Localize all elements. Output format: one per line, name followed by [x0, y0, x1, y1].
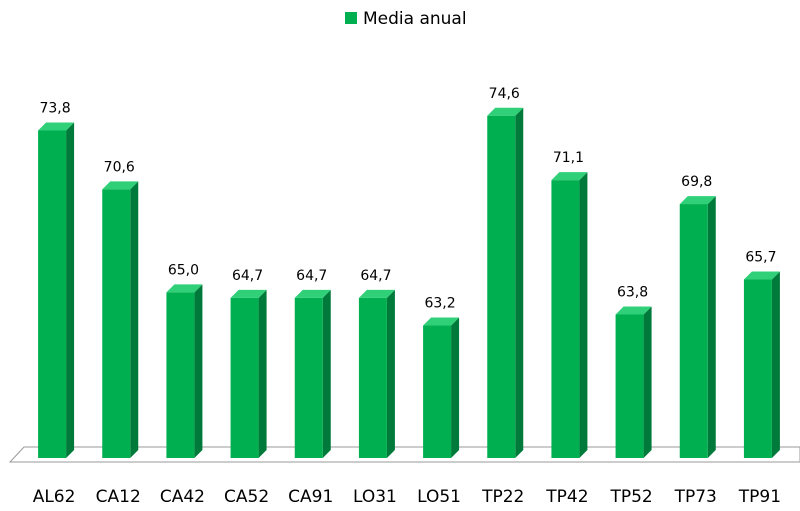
bar-side [643, 306, 652, 458]
bar-side [258, 289, 267, 458]
x-tick-label: TP42 [545, 487, 588, 507]
bar-side [322, 289, 331, 458]
bar-top [615, 306, 652, 315]
data-label: 64,7 [232, 268, 263, 284]
x-tick-label: CA52 [224, 487, 269, 507]
data-label: 71,1 [553, 150, 584, 166]
bar [294, 297, 323, 458]
chart-floor [8, 446, 800, 463]
bar [679, 204, 708, 458]
bar [358, 297, 387, 458]
bar-top [679, 196, 716, 205]
bar [487, 115, 516, 458]
x-tick-label: CA42 [160, 487, 205, 507]
data-label: 65,7 [745, 250, 776, 266]
legend-swatch [345, 12, 357, 24]
bar-top [551, 172, 588, 181]
bar [102, 189, 131, 459]
data-label: 70,6 [104, 159, 135, 175]
bar-side [579, 172, 588, 458]
bar-top [423, 317, 460, 326]
bar-top [358, 289, 395, 298]
data-label: 65,0 [168, 262, 199, 278]
bar-side [66, 122, 75, 458]
legend-label: Media anual [363, 9, 467, 29]
bar-side [386, 289, 395, 458]
x-tick-label: AL62 [33, 487, 76, 507]
bar-top [743, 271, 780, 280]
data-label: 64,7 [296, 268, 327, 284]
data-label: 63,8 [617, 284, 648, 300]
x-tick-label: TP91 [738, 487, 781, 507]
bar-side [451, 317, 460, 458]
bar [166, 292, 195, 458]
x-tick-label: CA91 [288, 487, 333, 507]
x-tick-label: CA12 [96, 487, 141, 507]
bar-top [487, 107, 524, 116]
x-tick-label: LO31 [353, 487, 397, 507]
bar [615, 314, 644, 458]
bar-side [771, 271, 780, 458]
x-tick-label: TP52 [609, 487, 652, 507]
data-label: 74,6 [489, 86, 520, 102]
data-label: 63,2 [424, 296, 455, 312]
x-tick-label: LO51 [417, 487, 461, 507]
bar-side [515, 107, 524, 458]
bar-side [194, 284, 203, 458]
bar [230, 297, 259, 458]
x-tick-label: TP22 [481, 487, 524, 507]
bar-side [707, 196, 716, 458]
bar-top [166, 284, 203, 293]
data-label: 73,8 [39, 100, 70, 116]
bar-top [38, 122, 75, 131]
bar-top [102, 181, 139, 190]
bar-top [294, 289, 331, 298]
data-label: 64,7 [360, 268, 391, 284]
x-tick-label: TP73 [674, 487, 717, 507]
bar-top [230, 289, 267, 298]
bar-side [130, 181, 139, 459]
bar [38, 130, 67, 459]
bar [743, 279, 772, 458]
bar [423, 325, 452, 458]
bar [551, 180, 580, 458]
data-label: 69,8 [681, 174, 712, 190]
